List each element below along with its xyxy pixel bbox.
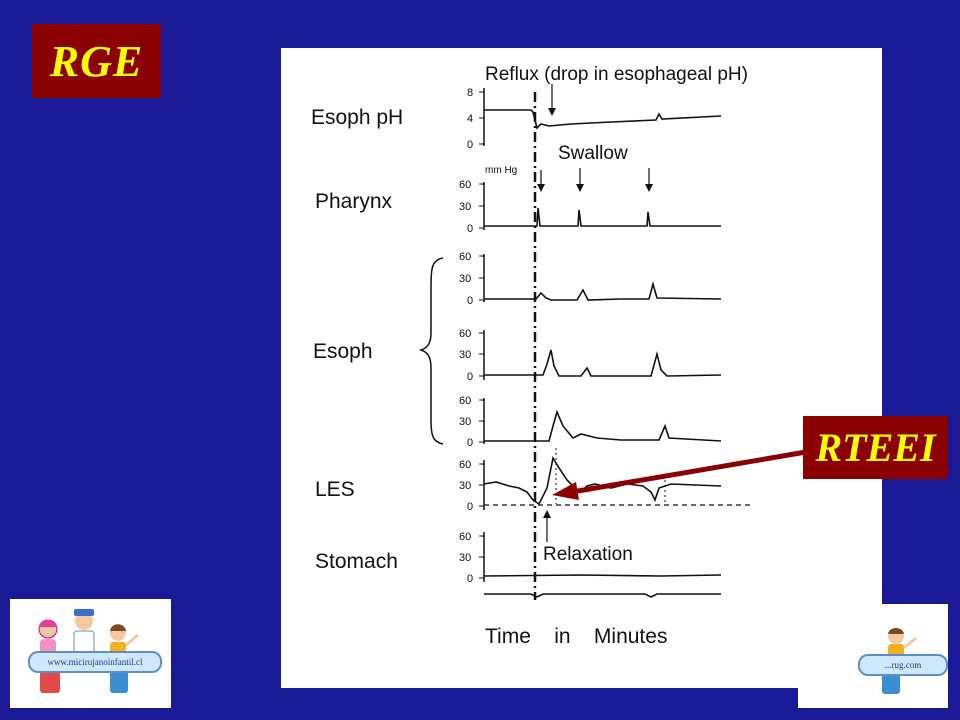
svg-text:30: 30 [459,480,471,492]
swallow-arrow-1 [537,184,545,192]
stomach-axis: 60 30 0 [459,531,485,585]
svg-text:30: 30 [459,201,471,213]
svg-text:30: 30 [459,273,471,285]
svg-text:60: 60 [459,179,471,191]
unit-label: mm Hg [485,165,517,176]
channel-label-pharynx: Pharynx [315,190,393,213]
les-axis: 60 30 0 [459,459,485,513]
channel-label-esoph: Esoph [313,340,373,363]
svg-text:0: 0 [467,573,473,585]
svg-text:0: 0 [467,371,473,383]
esoph-axis-3: 60 30 0 [459,395,485,449]
svg-text:60: 60 [459,395,471,407]
channel-label-stomach: Stomach [315,550,398,573]
logo-left: www.micirujanoinfantil.cl [10,599,171,708]
esoph-axis-1: 60 30 0 [459,251,485,307]
logo-left-banner: www.micirujanoinfantil.cl [28,651,162,673]
svg-text:60: 60 [459,459,471,471]
ph-axis: 8 4 0 [467,87,485,151]
les-trace [483,455,722,506]
pharynx-trace [484,207,721,227]
svg-text:0: 0 [467,223,473,235]
relaxation-arrow [543,510,551,518]
relaxation-annotation: Relaxation [543,544,633,565]
svg-text:30: 30 [459,416,471,428]
svg-text:30: 30 [459,552,471,564]
slide-title: RGE [49,36,144,86]
svg-text:0: 0 [467,295,473,307]
svg-text:60: 60 [459,531,471,543]
time-axis-label: Time in Minutes [485,625,667,648]
swallow-arrow-2 [576,184,584,192]
svg-text:30: 30 [459,349,471,361]
children-logo-icon [38,609,139,693]
esoph-brace [418,257,444,445]
channel-label-esoph-ph: Esoph pH [311,106,403,129]
stomach-trace [483,574,722,577]
esoph-axis-2: 60 30 0 [459,328,485,383]
logo-right-banner: ...rug.com [858,654,948,676]
esoph-trace-2 [484,349,722,377]
svg-text:8: 8 [467,87,473,99]
ph-trace [484,109,722,130]
svg-text:0: 0 [467,139,473,151]
svg-text:60: 60 [459,328,471,340]
slide-title-box: RGE [32,24,161,98]
esoph-trace-1 [484,280,722,301]
rteei-callout: RTEEI [803,416,948,479]
manometry-figure: Reflux (drop in esophageal pH) Esoph pH … [281,48,882,688]
esoph-trace-3 [484,409,722,442]
svg-text:0: 0 [467,501,473,513]
swallow-arrow-3 [645,184,653,192]
svg-text:4: 4 [467,113,473,125]
svg-text:60: 60 [459,251,471,263]
reflux-arrow-head [548,108,556,116]
swallow-annotation: Swallow [558,143,628,164]
svg-text:0: 0 [467,437,473,449]
stomach-time-marks [484,593,721,598]
manometry-tracing: Reflux (drop in esophageal pH) Esoph pH … [311,64,751,648]
logo-right: ...rug.com [798,604,948,708]
channel-label-les: LES [315,478,355,501]
pharynx-axis: 60 30 0 [459,179,485,235]
rteei-label: RTEEI [815,425,936,470]
reflux-annotation: Reflux (drop in esophageal pH) [485,64,748,85]
